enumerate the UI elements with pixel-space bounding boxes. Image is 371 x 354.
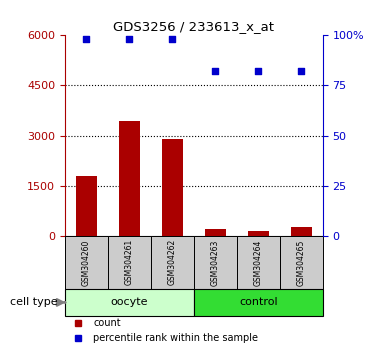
Bar: [65, 236, 108, 289]
Text: GSM304262: GSM304262: [168, 239, 177, 285]
Point: [298, 69, 304, 74]
Bar: [237, 236, 280, 289]
Bar: [194, 236, 237, 289]
Text: percentile rank within the sample: percentile rank within the sample: [93, 333, 258, 343]
Point: [170, 36, 175, 42]
Bar: [204, 229, 226, 236]
Bar: [108, 236, 151, 289]
Point: [255, 69, 261, 74]
Bar: [162, 139, 183, 236]
Text: cell type: cell type: [10, 297, 61, 307]
Bar: [151, 236, 194, 289]
Text: count: count: [93, 318, 121, 327]
Text: GSM304261: GSM304261: [125, 239, 134, 285]
Bar: [247, 231, 269, 236]
Point: [212, 69, 218, 74]
Bar: [119, 120, 140, 236]
Title: GDS3256 / 233613_x_at: GDS3256 / 233613_x_at: [114, 20, 274, 33]
Bar: [280, 236, 323, 289]
Text: control: control: [239, 297, 278, 307]
Text: GSM304263: GSM304263: [211, 239, 220, 286]
Text: GSM304260: GSM304260: [82, 239, 91, 286]
Text: GSM304265: GSM304265: [297, 239, 306, 286]
Bar: [65, 289, 194, 316]
Text: oocyte: oocyte: [111, 297, 148, 307]
Point: [127, 36, 132, 42]
Bar: [194, 289, 323, 316]
Bar: [76, 176, 97, 236]
Bar: [290, 227, 312, 236]
Point: [83, 36, 89, 42]
Text: GSM304264: GSM304264: [254, 239, 263, 286]
